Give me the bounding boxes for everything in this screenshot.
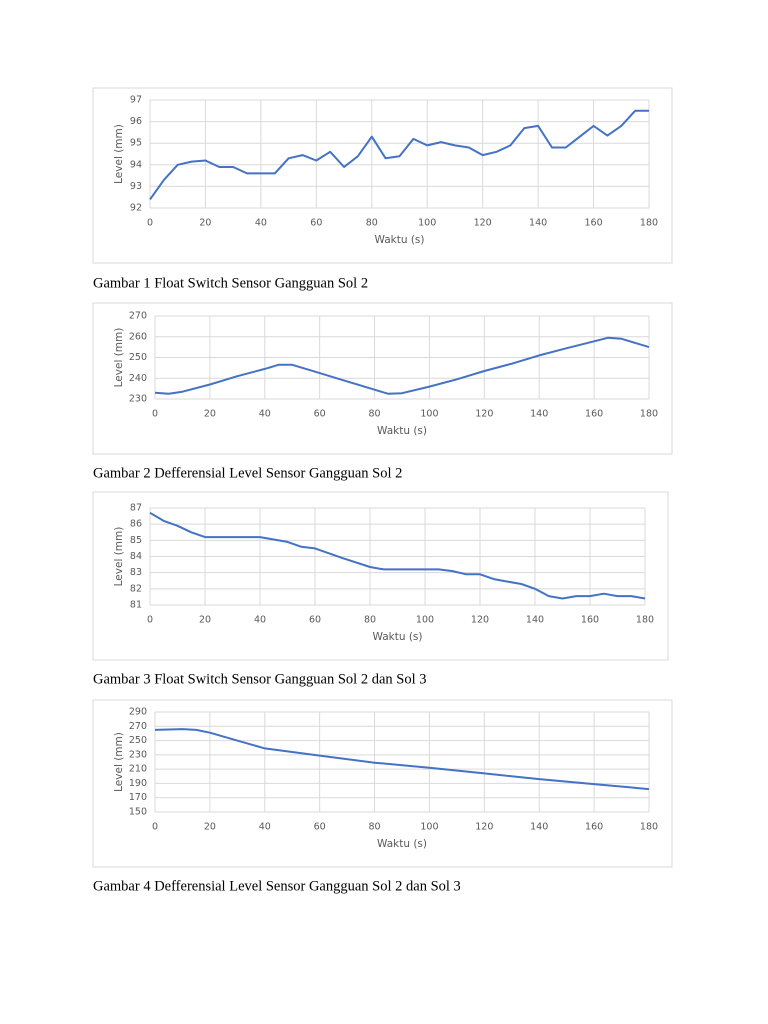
chart-frame (92, 87, 673, 264)
y-axis-label: Level (mm) (113, 732, 125, 792)
x-tick-label: 20 (204, 822, 216, 833)
y-tick-label: 240 (129, 373, 147, 384)
x-tick-label: 60 (314, 822, 326, 833)
y-tick-label: 87 (130, 503, 142, 514)
x-tick-label: 0 (152, 822, 158, 833)
data-line (149, 511, 646, 600)
y-tick-label: 93 (130, 181, 142, 192)
y-tick-label: 230 (129, 749, 147, 760)
x-tick-label: 180 (640, 409, 658, 420)
y-tick-label: 250 (129, 352, 147, 363)
caption: Gambar 1 Float Switch Sensor Gangguan So… (93, 275, 368, 291)
y-tick-label: 190 (129, 778, 147, 789)
x-axis-label: Waktu (s) (373, 631, 423, 643)
y-axis-label: Level (mm) (113, 124, 125, 184)
caption: Gambar 3 Float Switch Sensor Gangguan So… (93, 671, 426, 687)
caption: Gambar 2 Defferensial Level Sensor Gangg… (93, 465, 402, 481)
x-tick-label: 120 (471, 615, 489, 626)
x-tick-label: 40 (259, 409, 271, 420)
y-tick-label: 170 (129, 792, 147, 803)
x-tick-label: 140 (530, 409, 548, 420)
data-line (154, 728, 650, 791)
y-tick-label: 270 (129, 721, 147, 732)
x-tick-label: 60 (309, 615, 321, 626)
x-tick-label: 80 (369, 822, 381, 833)
x-tick-label: 40 (255, 218, 267, 229)
x-tick-label: 120 (475, 822, 493, 833)
caption: Gambar 4 Defferensial Level Sensor Gangg… (93, 878, 461, 894)
x-tick-label: 0 (147, 615, 153, 626)
x-tick-label: 100 (418, 218, 436, 229)
y-tick-label: 150 (129, 807, 147, 818)
data-line (149, 109, 649, 200)
y-tick-label: 83 (130, 567, 142, 578)
x-tick-label: 40 (259, 822, 271, 833)
x-tick-label: 80 (364, 615, 376, 626)
x-tick-label: 180 (636, 615, 654, 626)
x-tick-label: 80 (366, 218, 378, 229)
x-tick-label: 100 (416, 615, 434, 626)
x-tick-label: 160 (584, 218, 602, 229)
x-tick-label: 20 (199, 615, 211, 626)
y-tick-label: 97 (130, 95, 142, 106)
x-tick-label: 60 (310, 218, 322, 229)
x-tick-label: 0 (152, 409, 158, 420)
x-tick-label: 100 (420, 409, 438, 420)
y-axis-label: Level (mm) (113, 328, 125, 388)
x-axis-label: Waktu (s) (377, 425, 427, 437)
y-tick-label: 250 (129, 735, 147, 746)
chart-frame (92, 491, 669, 661)
y-tick-label: 210 (129, 764, 147, 775)
x-tick-label: 80 (369, 409, 381, 420)
y-tick-label: 94 (130, 159, 142, 170)
x-tick-label: 160 (585, 409, 603, 420)
x-tick-label: 140 (526, 615, 544, 626)
x-axis-label: Waktu (s) (375, 234, 425, 246)
x-tick-label: 120 (474, 218, 492, 229)
x-tick-label: 140 (529, 218, 547, 229)
y-tick-label: 270 (129, 311, 147, 322)
x-tick-label: 0 (147, 218, 153, 229)
y-tick-label: 96 (130, 116, 142, 127)
x-tick-label: 20 (199, 218, 211, 229)
x-tick-label: 40 (254, 615, 266, 626)
y-tick-label: 81 (130, 600, 142, 611)
data-line (154, 336, 650, 395)
y-tick-label: 290 (129, 707, 147, 718)
y-axis-label: Level (mm) (113, 527, 125, 587)
y-tick-label: 230 (129, 394, 147, 405)
y-tick-label: 260 (129, 331, 147, 342)
x-tick-label: 100 (420, 822, 438, 833)
y-tick-label: 92 (130, 203, 142, 214)
x-tick-label: 180 (640, 218, 658, 229)
y-tick-label: 82 (130, 583, 142, 594)
x-tick-label: 140 (530, 822, 548, 833)
x-tick-label: 20 (204, 409, 216, 420)
x-tick-label: 180 (640, 822, 658, 833)
x-tick-label: 60 (314, 409, 326, 420)
x-tick-label: 120 (475, 409, 493, 420)
x-tick-label: 160 (585, 822, 603, 833)
y-tick-label: 84 (130, 551, 142, 562)
y-tick-label: 85 (130, 535, 142, 546)
y-tick-label: 86 (130, 519, 142, 530)
y-tick-label: 95 (130, 138, 142, 149)
x-axis-label: Waktu (s) (377, 838, 427, 850)
x-tick-label: 160 (581, 615, 599, 626)
